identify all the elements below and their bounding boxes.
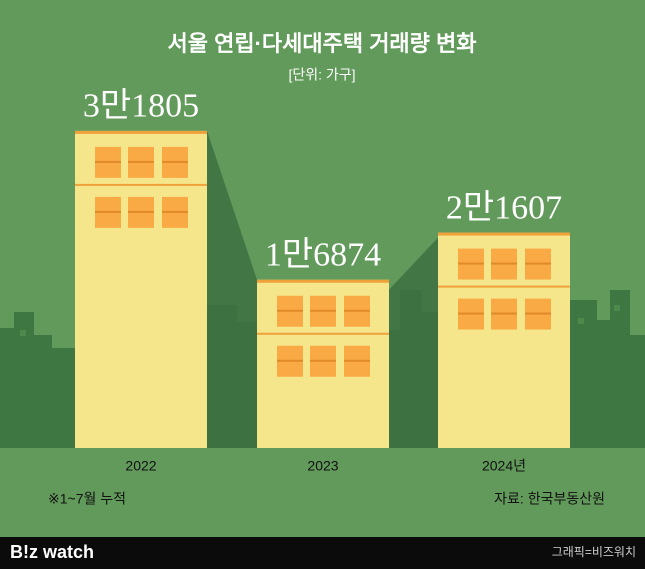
window-sill: [344, 309, 370, 312]
window-sill: [525, 262, 551, 265]
shadow: [389, 237, 438, 448]
note: ※1~7월 누적: [48, 491, 126, 507]
window-sill: [458, 262, 484, 265]
window-sill: [458, 312, 484, 315]
bar-roof: [257, 279, 389, 283]
chart-subtitle: [단위: 가구]: [288, 67, 355, 83]
bar-floor-line: [438, 285, 570, 288]
bar-roof: [438, 232, 570, 236]
window-sill: [162, 210, 188, 213]
footer-logo: B!z watch: [10, 542, 94, 562]
bar-floor-line: [257, 332, 389, 335]
footer-credit: 그래픽=비즈워치: [552, 545, 636, 559]
source: 자료: 한국부동산원: [494, 491, 605, 507]
window-sill: [95, 160, 121, 163]
window-sill: [128, 160, 154, 163]
shadow: [207, 130, 257, 448]
x-tick-label: 2023: [307, 458, 338, 474]
window-sill: [525, 312, 551, 315]
window-sill: [344, 359, 370, 362]
x-tick-label: 2024년: [482, 458, 526, 474]
value-label: 1만6874: [265, 237, 381, 274]
window-sill: [310, 309, 336, 312]
window-sill: [162, 160, 188, 163]
bar: [75, 130, 207, 448]
bar-floor-line: [75, 183, 207, 186]
window-sill: [491, 312, 517, 315]
x-tick-label: 2022: [125, 458, 156, 474]
window-sill: [310, 359, 336, 362]
skyline-windows: [20, 305, 620, 336]
value-label: 2만1607: [446, 189, 562, 226]
window-sill: [128, 210, 154, 213]
window-sill: [277, 359, 303, 362]
window-sill: [491, 262, 517, 265]
window-sill: [95, 210, 121, 213]
bar-roof: [75, 130, 207, 134]
footer-bar: [0, 537, 645, 569]
value-label: 3만1805: [83, 88, 199, 125]
chart-title: 서울 연립·다세대주택 거래량 변화: [167, 31, 476, 56]
window-sill: [277, 309, 303, 312]
